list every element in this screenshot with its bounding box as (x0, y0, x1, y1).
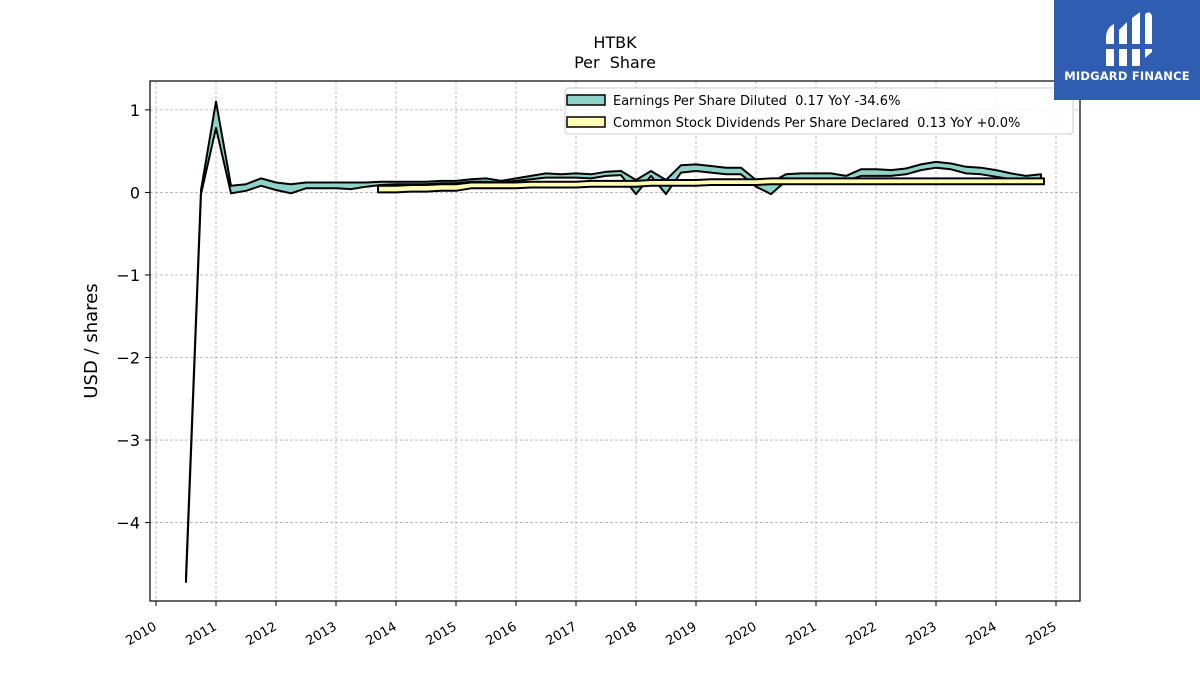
grid-lines (150, 81, 1080, 601)
x-axis-ticks: 2010 2011 2012 2013 2014 2015 2016 2017 2018 2019… (123, 601, 1060, 649)
x-tick-label: 2025 (1023, 619, 1059, 649)
plot-frame (149, 80, 1081, 602)
x-tick-label: 2024 (963, 619, 999, 649)
y-tick-label: 0 (130, 183, 140, 202)
x-tick-label: 2013 (303, 619, 339, 649)
x-tick-label: 2023 (903, 619, 939, 649)
y-axis-label: USD / shares (81, 283, 102, 398)
x-tick-label: 2018 (603, 619, 639, 649)
brand-name: MIDGARD FINANCE (1064, 69, 1190, 83)
midgard-logo-icon (1102, 12, 1156, 66)
x-tick-label: 2015 (423, 619, 459, 649)
x-tick-label: 2010 (123, 619, 159, 649)
y-tick-label: 1 (130, 101, 140, 120)
y-axis-ticks: 1 0 −1 −2 −3 −4 (116, 101, 150, 533)
series-area-dividends-declared (377, 177, 1045, 194)
x-tick-label: 2019 (663, 619, 699, 649)
x-tick-label: 2020 (723, 619, 759, 649)
legend-label: Earnings Per Share Diluted 0.17 YoY -34.… (613, 94, 900, 109)
x-tick-label: 2012 (243, 619, 279, 649)
legend-swatch (566, 94, 606, 106)
legend: Earnings Per Share Diluted 0.17 YoY -34.… (564, 87, 1074, 135)
chart-subtitle: Per Share (574, 53, 656, 72)
x-tick-label: 2021 (783, 619, 819, 649)
y-tick-label: −2 (116, 349, 140, 368)
y-tick-label: −4 (116, 514, 140, 533)
y-tick-label: −1 (116, 266, 140, 285)
x-tick-label: 2016 (483, 619, 519, 649)
x-tick-label: 2017 (543, 619, 579, 649)
chart-title: HTBK (593, 33, 637, 52)
series-area-eps-diluted (185, 100, 1042, 583)
x-tick-label: 2022 (843, 619, 879, 649)
legend-label: Common Stock Dividends Per Share Declare… (613, 116, 1020, 131)
y-tick-label: −3 (116, 431, 140, 450)
series-areas (185, 100, 1045, 583)
legend-swatch (566, 116, 606, 128)
legend-box (564, 87, 1074, 135)
brand-logo: MIDGARD FINANCE (1054, 0, 1200, 100)
x-tick-label: 2011 (183, 619, 219, 649)
x-tick-label: 2014 (363, 619, 399, 649)
